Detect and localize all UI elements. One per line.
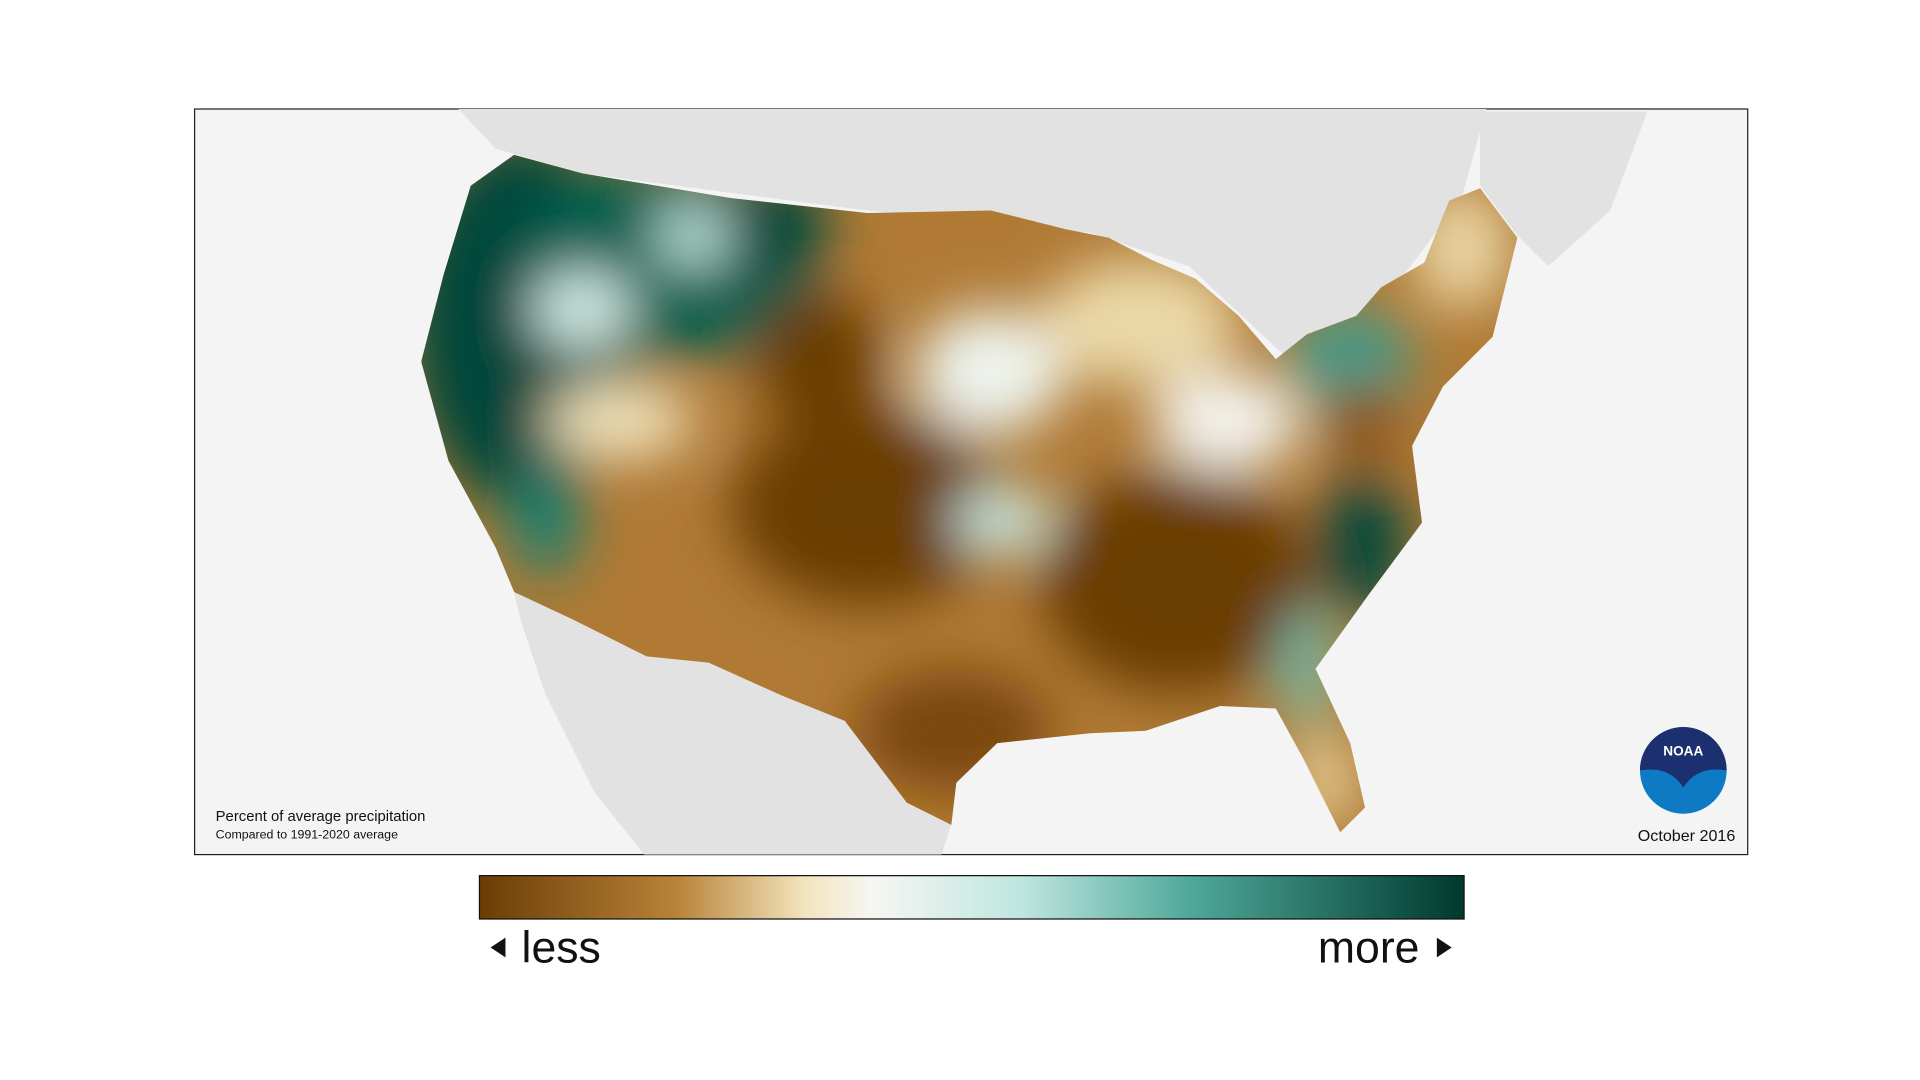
logo-text: NOAA: [1663, 744, 1703, 759]
less-arrow: [490, 937, 506, 958]
map-note-subtitle: Compared to 1991-2020 average: [216, 827, 398, 841]
canada-east: [1480, 111, 1648, 267]
basemap: [458, 108, 1648, 855]
canada: [458, 108, 1487, 360]
more-arrow: [1436, 937, 1452, 958]
map-date: October 2016: [1638, 827, 1736, 845]
logo-top: [1639, 727, 1727, 788]
noaa-logo: NOAA: [1639, 727, 1727, 814]
legend-high-label: more: [1318, 923, 1420, 972]
map-note-title: Percent of average precipitation: [216, 809, 426, 825]
mexico: [514, 592, 952, 855]
legend-low-label: less: [522, 923, 601, 972]
colorbar: [478, 875, 1465, 920]
